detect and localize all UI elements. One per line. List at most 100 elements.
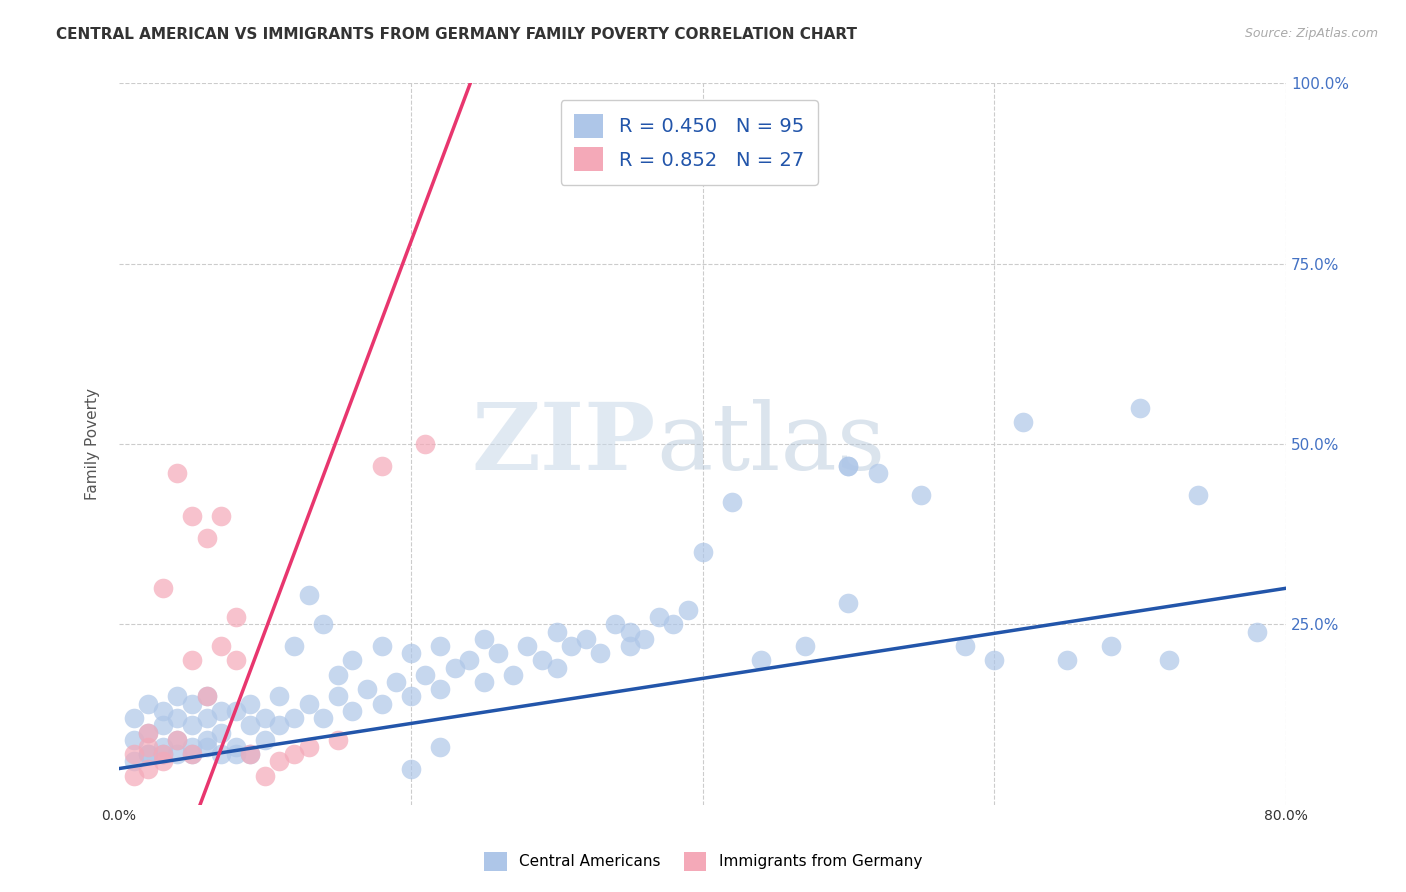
- Point: [837, 458, 859, 473]
- Point: [399, 646, 422, 660]
- Text: Source: ZipAtlas.com: Source: ZipAtlas.com: [1244, 27, 1378, 40]
- Point: [269, 718, 291, 732]
- Point: [195, 711, 218, 725]
- Point: [166, 732, 188, 747]
- Point: [619, 624, 641, 639]
- Point: [793, 639, 815, 653]
- Point: [676, 603, 699, 617]
- Point: [326, 690, 349, 704]
- Point: [1012, 416, 1035, 430]
- Point: [458, 653, 481, 667]
- Point: [269, 755, 291, 769]
- Point: [181, 653, 204, 667]
- Point: [298, 697, 321, 711]
- Point: [910, 487, 932, 501]
- Point: [531, 653, 554, 667]
- Point: [239, 747, 262, 761]
- Point: [837, 458, 859, 473]
- Point: [225, 704, 247, 718]
- Point: [181, 509, 204, 524]
- Point: [415, 668, 437, 682]
- Point: [370, 639, 392, 653]
- Point: [239, 747, 262, 761]
- Point: [1187, 487, 1209, 501]
- Point: [136, 725, 159, 739]
- Point: [429, 682, 451, 697]
- Point: [239, 718, 262, 732]
- Point: [1159, 653, 1181, 667]
- Point: [283, 711, 305, 725]
- Point: [209, 639, 232, 653]
- Point: [122, 769, 145, 783]
- Point: [312, 617, 335, 632]
- Point: [269, 690, 291, 704]
- Point: [122, 732, 145, 747]
- Point: [575, 632, 598, 646]
- Point: [136, 725, 159, 739]
- Point: [209, 747, 232, 761]
- Point: [253, 769, 276, 783]
- Point: [312, 711, 335, 725]
- Point: [136, 762, 159, 776]
- Point: [122, 747, 145, 761]
- Point: [195, 531, 218, 545]
- Point: [152, 755, 174, 769]
- Point: [136, 747, 159, 761]
- Point: [181, 739, 204, 754]
- Point: [166, 747, 188, 761]
- Point: [502, 668, 524, 682]
- Point: [253, 711, 276, 725]
- Point: [619, 639, 641, 653]
- Point: [152, 747, 174, 761]
- Point: [342, 704, 364, 718]
- Text: ZIP: ZIP: [471, 399, 655, 489]
- Legend: R = 0.450   N = 95, R = 0.852   N = 27: R = 0.450 N = 95, R = 0.852 N = 27: [561, 101, 818, 185]
- Point: [136, 697, 159, 711]
- Text: CENTRAL AMERICAN VS IMMIGRANTS FROM GERMANY FAMILY POVERTY CORRELATION CHART: CENTRAL AMERICAN VS IMMIGRANTS FROM GERM…: [56, 27, 858, 42]
- Point: [472, 632, 495, 646]
- Point: [749, 653, 772, 667]
- Point: [648, 610, 671, 624]
- Point: [429, 639, 451, 653]
- Point: [1246, 624, 1268, 639]
- Point: [983, 653, 1005, 667]
- Point: [152, 704, 174, 718]
- Point: [356, 682, 378, 697]
- Point: [326, 668, 349, 682]
- Y-axis label: Family Poverty: Family Poverty: [86, 388, 100, 500]
- Point: [720, 494, 742, 508]
- Point: [429, 739, 451, 754]
- Point: [1129, 401, 1152, 415]
- Point: [516, 639, 538, 653]
- Point: [209, 704, 232, 718]
- Point: [166, 466, 188, 480]
- Legend: Central Americans, Immigrants from Germany: Central Americans, Immigrants from Germa…: [475, 843, 931, 880]
- Point: [953, 639, 976, 653]
- Point: [152, 739, 174, 754]
- Point: [486, 646, 509, 660]
- Point: [195, 732, 218, 747]
- Point: [181, 747, 204, 761]
- Point: [546, 660, 568, 674]
- Point: [633, 632, 655, 646]
- Point: [181, 697, 204, 711]
- Point: [166, 711, 188, 725]
- Point: [166, 690, 188, 704]
- Point: [866, 466, 889, 480]
- Point: [443, 660, 465, 674]
- Point: [225, 739, 247, 754]
- Point: [399, 762, 422, 776]
- Point: [122, 755, 145, 769]
- Point: [209, 509, 232, 524]
- Point: [399, 690, 422, 704]
- Point: [209, 725, 232, 739]
- Point: [415, 437, 437, 451]
- Point: [603, 617, 626, 632]
- Point: [283, 639, 305, 653]
- Point: [472, 675, 495, 690]
- Point: [1099, 639, 1122, 653]
- Point: [239, 697, 262, 711]
- Point: [298, 589, 321, 603]
- Point: [253, 732, 276, 747]
- Point: [195, 739, 218, 754]
